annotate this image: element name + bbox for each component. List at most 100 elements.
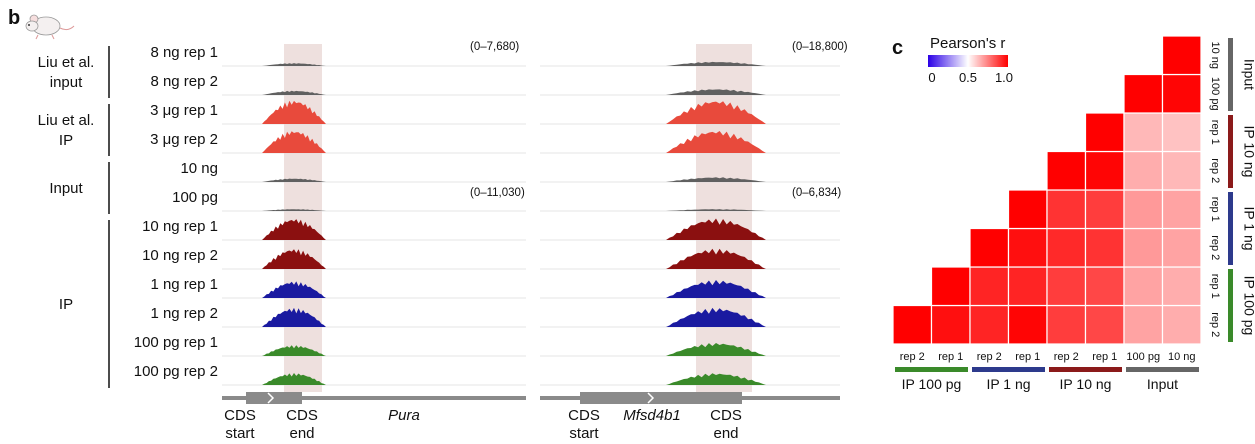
y-group-bar: [1228, 38, 1233, 111]
heatmap-cell: [1161, 189, 1202, 230]
legend-colorbar: [928, 55, 1008, 67]
mfsd-coverage-peak: [666, 209, 766, 211]
track-labels: 8 ng rep 1 8 ng rep 2 3 μg rep 1 3 μg rep 2…: [38, 44, 218, 388]
y-tick-label: rep 2: [1209, 312, 1221, 337]
heatmap-cell: [1123, 304, 1164, 345]
heatmap-cell: [1084, 227, 1125, 268]
coverage-tracks: [222, 61, 840, 386]
x-group-bar: [1126, 367, 1199, 372]
mfsd-range-top: (0–18,800): [792, 41, 848, 53]
heatmap-cell: [1123, 189, 1164, 230]
x-tick-label: 100 pg: [1126, 351, 1160, 363]
track-label: 100 pg rep 1: [134, 334, 218, 351]
track-label: 10 ng: [180, 160, 218, 177]
track-label: 100 pg: [172, 189, 218, 206]
mfsd-highlight: [696, 44, 752, 392]
group-label: input: [50, 74, 83, 91]
pura-coverage-peak: [262, 249, 326, 269]
correlation-heatmap: rep 2 rep 1 rep 2 rep 1 rep 2 rep 1 100 pg 10 n…: [892, 35, 1255, 392]
x-group-label: Input: [1147, 376, 1178, 392]
heatmap-cell: [1161, 73, 1202, 114]
x-group-label: IP 10 ng: [1060, 376, 1112, 392]
heatmap-cell: [969, 304, 1010, 345]
y-group-label: Input: [1241, 59, 1255, 90]
track-label: 10 ng rep 1: [142, 218, 218, 235]
mfsd-gene-model: [540, 392, 840, 404]
heatmap-cell: [1046, 266, 1087, 307]
track-label: 1 ng rep 1: [150, 276, 218, 293]
mfsd-coverage-peak: [666, 89, 766, 95]
heatmap-cell: [1007, 227, 1048, 268]
mfsd-cds-start-2: start: [569, 425, 599, 442]
y-tick-label: rep 1: [1209, 197, 1221, 222]
pura-range-mid: (0–11,030): [470, 187, 525, 199]
heatmap-cell: [1084, 189, 1125, 230]
heatmap-cell: [1046, 150, 1087, 191]
y-group-bar: [1228, 115, 1233, 188]
mfsd-coverage-peak: [666, 248, 766, 269]
pura-cds-start-1: CDS: [224, 407, 256, 424]
heatmap-cell: [930, 266, 971, 307]
y-tick-label: rep 2: [1209, 158, 1221, 183]
heatmap-cell: [1084, 266, 1125, 307]
pura-cds-end-2: end: [289, 425, 314, 442]
x-group-bar: [972, 367, 1045, 372]
heatmap-cell: [1123, 266, 1164, 307]
panel-label-b: b: [8, 7, 20, 29]
mfsd-cds-start-1: CDS: [568, 407, 600, 424]
group-label: IP: [59, 296, 73, 313]
x-tick-label: rep 1: [938, 351, 963, 363]
heatmap-cell: [1161, 35, 1202, 76]
y-tick-label: rep 2: [1209, 235, 1221, 260]
mfsd-coverage-peak: [666, 177, 766, 182]
x-tick-label: rep 2: [900, 351, 925, 363]
heatmap-cell: [1123, 227, 1164, 268]
heatmap-cell: [1084, 304, 1125, 345]
track-label: 3 μg rep 2: [150, 131, 218, 148]
y-group-label: IP 1 ng: [1241, 206, 1255, 250]
track-label: 8 ng rep 1: [150, 44, 218, 61]
group-label: Liu et al.: [38, 112, 95, 129]
x-tick-label: rep 2: [1054, 351, 1079, 363]
pura-coverage-peak: [262, 219, 326, 240]
mfsd-coverage-peak: [666, 61, 766, 66]
x-group-label: IP 100 pg: [902, 376, 962, 392]
y-tick-label: rep 1: [1209, 274, 1221, 299]
mfsd-coverage-peak: [666, 101, 766, 124]
pura-coverage-peak: [262, 373, 326, 385]
mfsd-cds-end-1: CDS: [710, 407, 742, 424]
mfsd-coverage-peak: [666, 131, 766, 153]
x-tick-label: 10 ng: [1168, 351, 1196, 363]
heatmap-cell: [1046, 304, 1087, 345]
pura-coverage-peak: [262, 90, 326, 95]
mfsd-coverage-peak: [666, 280, 766, 298]
heatmap-cell: [1084, 150, 1125, 191]
pura-coverage-peak: [262, 209, 326, 211]
pura-coverage-peak: [262, 345, 326, 356]
legend-tick: 0: [928, 70, 935, 85]
legend-title: Pearson's r: [930, 35, 1005, 52]
heatmap-cell: [930, 304, 971, 345]
mfsd-cds-end-2: end: [713, 425, 738, 442]
y-group-label: IP 10 ng: [1241, 126, 1255, 178]
heatmap-cell: [1161, 112, 1202, 153]
heatmap-cell: [892, 304, 933, 345]
y-group-bar: [1228, 192, 1233, 265]
track-label: 100 pg rep 2: [134, 363, 218, 380]
group-label: Liu et al.: [38, 54, 95, 71]
heatmap-cell: [1123, 73, 1164, 114]
mfsd-gene-name: Mfsd4b1: [623, 407, 681, 424]
heatmap-cell: [1161, 227, 1202, 268]
panel-label-c: c: [892, 37, 903, 59]
x-group-bar: [1049, 367, 1122, 372]
mfsd-coverage-peak: [666, 307, 766, 327]
pura-coverage-peak: [262, 63, 326, 66]
y-tick-label: rep 1: [1209, 120, 1221, 145]
heatmap-cell: [1161, 266, 1202, 307]
heatmap-cell: [969, 266, 1010, 307]
track-label: 8 ng rep 2: [150, 73, 218, 90]
pura-range-top: (0–7,680): [470, 41, 519, 53]
heatmap-cell: [1046, 227, 1087, 268]
pura-cds-end-1: CDS: [286, 407, 318, 424]
